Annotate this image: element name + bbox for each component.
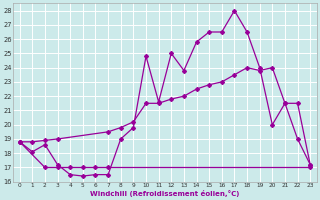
X-axis label: Windchill (Refroidissement éolien,°C): Windchill (Refroidissement éolien,°C) xyxy=(90,190,240,197)
